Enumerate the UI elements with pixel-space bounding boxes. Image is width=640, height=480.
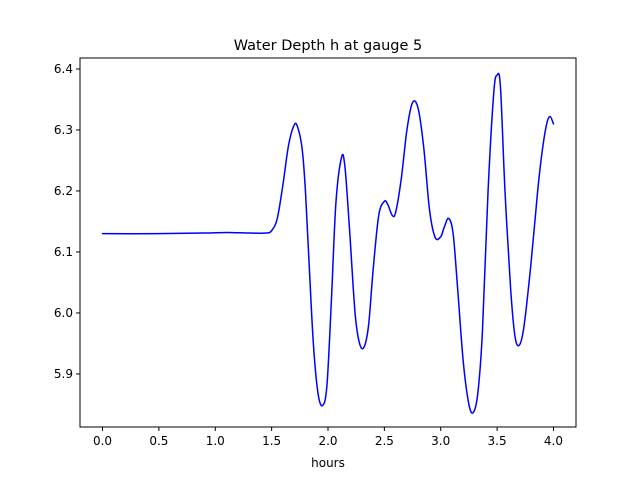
x-tick-label: 3.0 (431, 434, 450, 448)
series-layer (101, 72, 555, 414)
y-tick-label: 6.1 (54, 245, 73, 259)
x-tick-label: 0.0 (93, 434, 112, 448)
x-tick-label: 2.5 (375, 434, 394, 448)
ticks-layer: 0.0 0.5 1.0 1.5 2.0 2.5 3.0 3.5 4.0 5.9 6.0 6.1 6.2 6… (54, 62, 563, 448)
x-tick-label: 0.5 (149, 434, 168, 448)
y-tick-label: 5.9 (54, 367, 73, 381)
y-tick-label: 6.3 (54, 123, 73, 137)
x-tick-label: 2.0 (318, 434, 337, 448)
x-axis-label: hours (311, 456, 345, 470)
x-tick-label: 1.5 (262, 434, 281, 448)
y-tick-label: 6.4 (54, 62, 73, 76)
x-tick-label: 1.0 (206, 434, 225, 448)
chart-title: Water Depth h at gauge 5 (234, 38, 422, 54)
plot-frame (79, 57, 577, 428)
series-line-0 (101, 72, 555, 414)
x-tick-label: 4.0 (544, 434, 563, 448)
x-tick-label: 3.5 (488, 434, 507, 448)
y-tick-label: 6.2 (54, 184, 73, 198)
y-tick-label: 6.0 (54, 306, 73, 320)
